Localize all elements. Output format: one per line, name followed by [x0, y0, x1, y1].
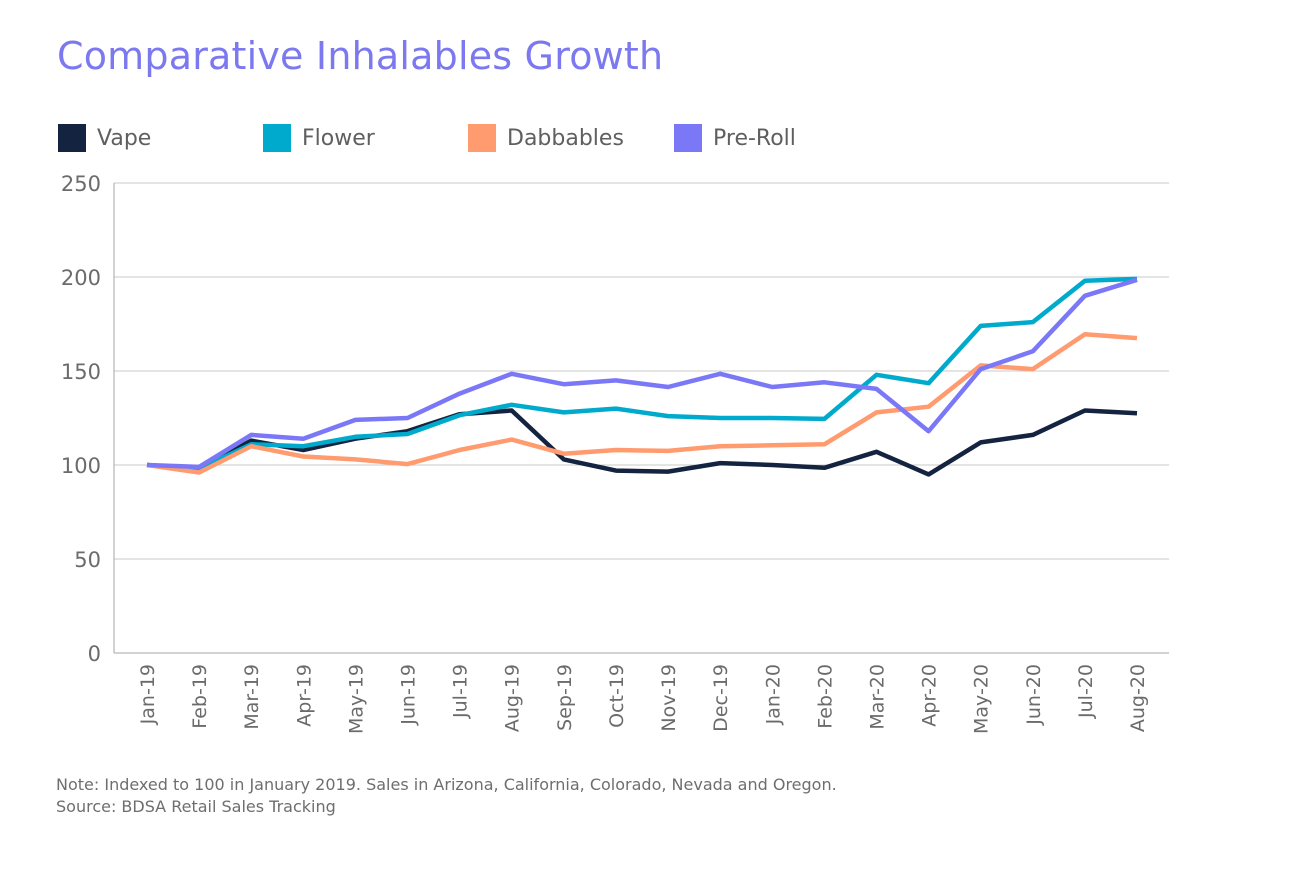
legend-item-pre-roll: Pre-Roll [674, 122, 796, 154]
x-tick-label-nov-19: Nov-19 [658, 664, 680, 732]
series-line-dabbables [146, 332, 1138, 475]
x-tick-label-feb-19: Feb-19 [189, 664, 211, 729]
x-tick-label-mar-20: Mar-20 [866, 664, 888, 730]
y-tick-label-0: 0 [88, 642, 101, 666]
x-tick-label-aug-19: Aug-19 [502, 664, 524, 732]
note-text: Note: Indexed to 100 in January 2019. Sa… [56, 775, 837, 794]
legend-swatch-vape [58, 124, 86, 152]
legend-label-flower: Flower [302, 125, 375, 151]
x-tick-label-jun-20: Jun-20 [1023, 664, 1045, 726]
x-tick-label-jul-20: Jul-20 [1075, 664, 1097, 719]
x-tick-label-may-19: May-19 [345, 664, 367, 734]
series-line-vape [146, 408, 1138, 477]
series-line-pre-roll [146, 277, 1138, 470]
source-text: Source: BDSA Retail Sales Tracking [56, 797, 336, 816]
legend-swatch-flower [263, 124, 291, 152]
x-tick-label-mar-19: Mar-19 [241, 664, 263, 730]
x-tick-label-jan-19: Jan-19 [137, 664, 159, 725]
x-tick-label-oct-19: Oct-19 [606, 664, 628, 728]
legend-label-dabbables: Dabbables [507, 125, 624, 151]
chart-title: Comparative Inhalables Growth [57, 34, 664, 78]
y-tick-label-100: 100 [61, 454, 101, 478]
legend-item-flower: Flower [263, 122, 375, 154]
legend-item-dabbables: Dabbables [468, 122, 624, 154]
legend-swatch-pre-roll [674, 124, 702, 152]
x-tick-label-jan-20: Jan-20 [762, 664, 784, 725]
x-tick-label-aug-20: Aug-20 [1127, 664, 1149, 732]
y-tick-label-50: 50 [74, 548, 101, 572]
x-tick-label-may-20: May-20 [971, 664, 993, 734]
y-tick-label-150: 150 [61, 360, 101, 384]
x-tick-label-feb-20: Feb-20 [814, 664, 836, 729]
x-tick-label-apr-20: Apr-20 [919, 664, 941, 727]
y-tick-label-250: 250 [61, 172, 101, 196]
x-tick-label-dec-19: Dec-19 [710, 664, 732, 732]
legend-item-vape: Vape [58, 122, 151, 154]
legend-label-pre-roll: Pre-Roll [713, 125, 796, 151]
legend-label-vape: Vape [97, 125, 152, 151]
x-tick-label-jun-19: Jun-19 [398, 664, 420, 726]
x-tick-label-sep-19: Sep-19 [554, 664, 576, 731]
y-tick-label-200: 200 [61, 266, 101, 290]
legend-swatch-dabbables [468, 124, 496, 152]
series-line-flower [146, 276, 1138, 472]
x-tick-label-jul-19: Jul-19 [450, 664, 472, 719]
x-tick-label-apr-19: Apr-19 [293, 664, 315, 727]
